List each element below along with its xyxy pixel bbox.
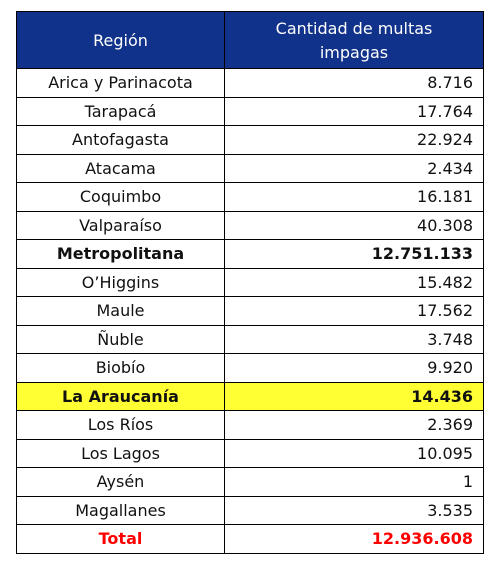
region-cell: Coquimbo <box>16 182 225 212</box>
total-label: Total <box>16 524 225 554</box>
value-cell: 17.562 <box>224 296 484 326</box>
value-cell: 14.436 <box>224 381 484 411</box>
region-cell: Ñuble <box>16 324 225 354</box>
table-row: Los Ríos 2.369 <box>16 410 484 440</box>
table-row: Atacama 2.434 <box>16 153 484 183</box>
table-row: Ñuble 3.748 <box>16 324 484 354</box>
value-cell: 3.535 <box>224 495 484 525</box>
table-header-row: Región Cantidad de multas impagas <box>16 11 484 69</box>
value-cell: 10.095 <box>224 438 484 468</box>
region-cell: Tarapacá <box>16 96 225 126</box>
value-cell: 8.716 <box>224 68 484 98</box>
value-cell: 1 <box>224 467 484 497</box>
region-cell: Maule <box>16 296 225 326</box>
table-row: Los Lagos 10.095 <box>16 438 484 468</box>
table-row: Maule 17.562 <box>16 296 484 326</box>
table-row: Antofagasta 22.924 <box>16 125 484 155</box>
fines-table: Región Cantidad de multas impagas Arica … <box>16 11 484 554</box>
value-cell: 16.181 <box>224 182 484 212</box>
value-cell: 2.369 <box>224 410 484 440</box>
table-row-highlighted: La Araucanía 14.436 <box>16 381 484 411</box>
value-cell: 17.764 <box>224 96 484 126</box>
region-cell: Los Ríos <box>16 410 225 440</box>
table-row: Aysén 1 <box>16 467 484 497</box>
region-cell: Los Lagos <box>16 438 225 468</box>
value-cell: 2.434 <box>224 153 484 183</box>
table-row: Biobío 9.920 <box>16 353 484 383</box>
header-count-line1: Cantidad de multas <box>275 19 433 38</box>
value-cell: 3.748 <box>224 324 484 354</box>
region-cell: Magallanes <box>16 495 225 525</box>
region-cell: Biobío <box>16 353 225 383</box>
value-cell: 9.920 <box>224 353 484 383</box>
table-row: Valparaíso 40.308 <box>16 210 484 240</box>
region-cell: Atacama <box>16 153 225 183</box>
table-row: Arica y Parinacota 8.716 <box>16 68 484 98</box>
table-row: Magallanes 3.535 <box>16 495 484 525</box>
region-cell: Valparaíso <box>16 210 225 240</box>
region-cell: La Araucanía <box>16 381 225 411</box>
value-cell: 40.308 <box>224 210 484 240</box>
table-row: Coquimbo 16.181 <box>16 182 484 212</box>
table-row: Tarapacá 17.764 <box>16 96 484 126</box>
value-cell: 15.482 <box>224 267 484 297</box>
value-cell: 12.751.133 <box>224 239 484 269</box>
table-row: O’Higgins 15.482 <box>16 267 484 297</box>
header-region: Región <box>16 11 225 69</box>
region-cell: Arica y Parinacota <box>16 68 225 98</box>
region-cell: Aysén <box>16 467 225 497</box>
header-count: Cantidad de multas impagas <box>224 11 484 69</box>
region-cell: Metropolitana <box>16 239 225 269</box>
value-cell: 22.924 <box>224 125 484 155</box>
total-value: 12.936.608 <box>224 524 484 554</box>
total-row: Total 12.936.608 <box>16 524 484 554</box>
region-cell: Antofagasta <box>16 125 225 155</box>
header-count-line2: impagas <box>319 43 389 62</box>
table-row-bold: Metropolitana 12.751.133 <box>16 239 484 269</box>
region-cell: O’Higgins <box>16 267 225 297</box>
